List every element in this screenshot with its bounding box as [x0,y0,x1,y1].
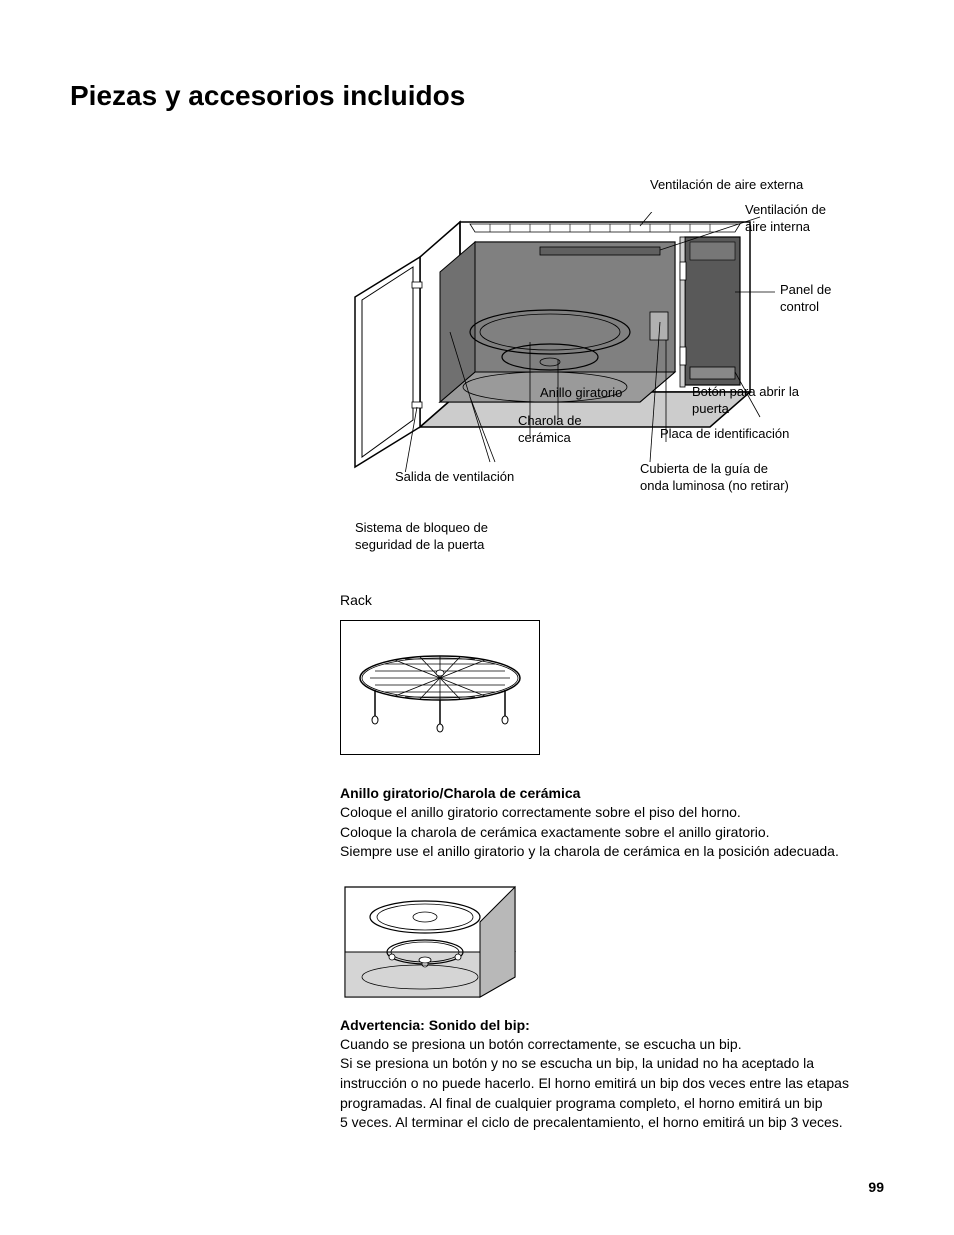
warning-body: Cuando se presiona un botón correctament… [340,1035,880,1133]
ring-tray-section: Anillo giratorio/Charola de cerámica Col… [340,785,880,1002]
tray-ring-illustration-box [340,882,520,1002]
label-id-plate: Placa de identificación [660,426,789,443]
page-number: 99 [868,1179,884,1195]
tray-ring-illustration [340,882,520,1002]
ring-tray-body: Coloque el anillo giratorio correctament… [340,803,880,862]
rack-illustration-box [340,620,540,755]
label-int-vent: Ventilación de aire interna [745,202,826,236]
label-control-panel: Panel de control [780,282,831,316]
ring-tray-heading: Anillo giratorio/Charola de cerámica [340,785,880,801]
warning-section: Advertencia: Sonido del bip: Cuando se p… [340,1017,880,1133]
label-wave-guide: Cubierta de la guía de onda luminosa (no… [640,461,789,495]
microwave-diagram: Ventilación de aire externa Ventilación … [340,172,900,572]
label-ext-vent: Ventilación de aire externa [650,177,803,194]
rack-section: Rack [340,592,884,755]
label-rotating-ring: Anillo giratorio [540,385,622,402]
warning-heading: Advertencia: Sonido del bip: [340,1017,880,1033]
label-open-button: Botón para abrir la puerta [692,384,799,418]
document-page: Piezas y accesorios incluidos [0,0,954,1235]
rack-illustration [350,638,530,738]
label-ceramic-tray: Charola de cerámica [518,413,582,447]
label-vent-exit: Salida de ventilación [395,469,514,486]
rack-heading: Rack [340,592,884,608]
page-title: Piezas y accesorios incluidos [70,80,884,112]
label-door-lock: Sistema de bloqueo de seguridad de la pu… [355,520,488,554]
